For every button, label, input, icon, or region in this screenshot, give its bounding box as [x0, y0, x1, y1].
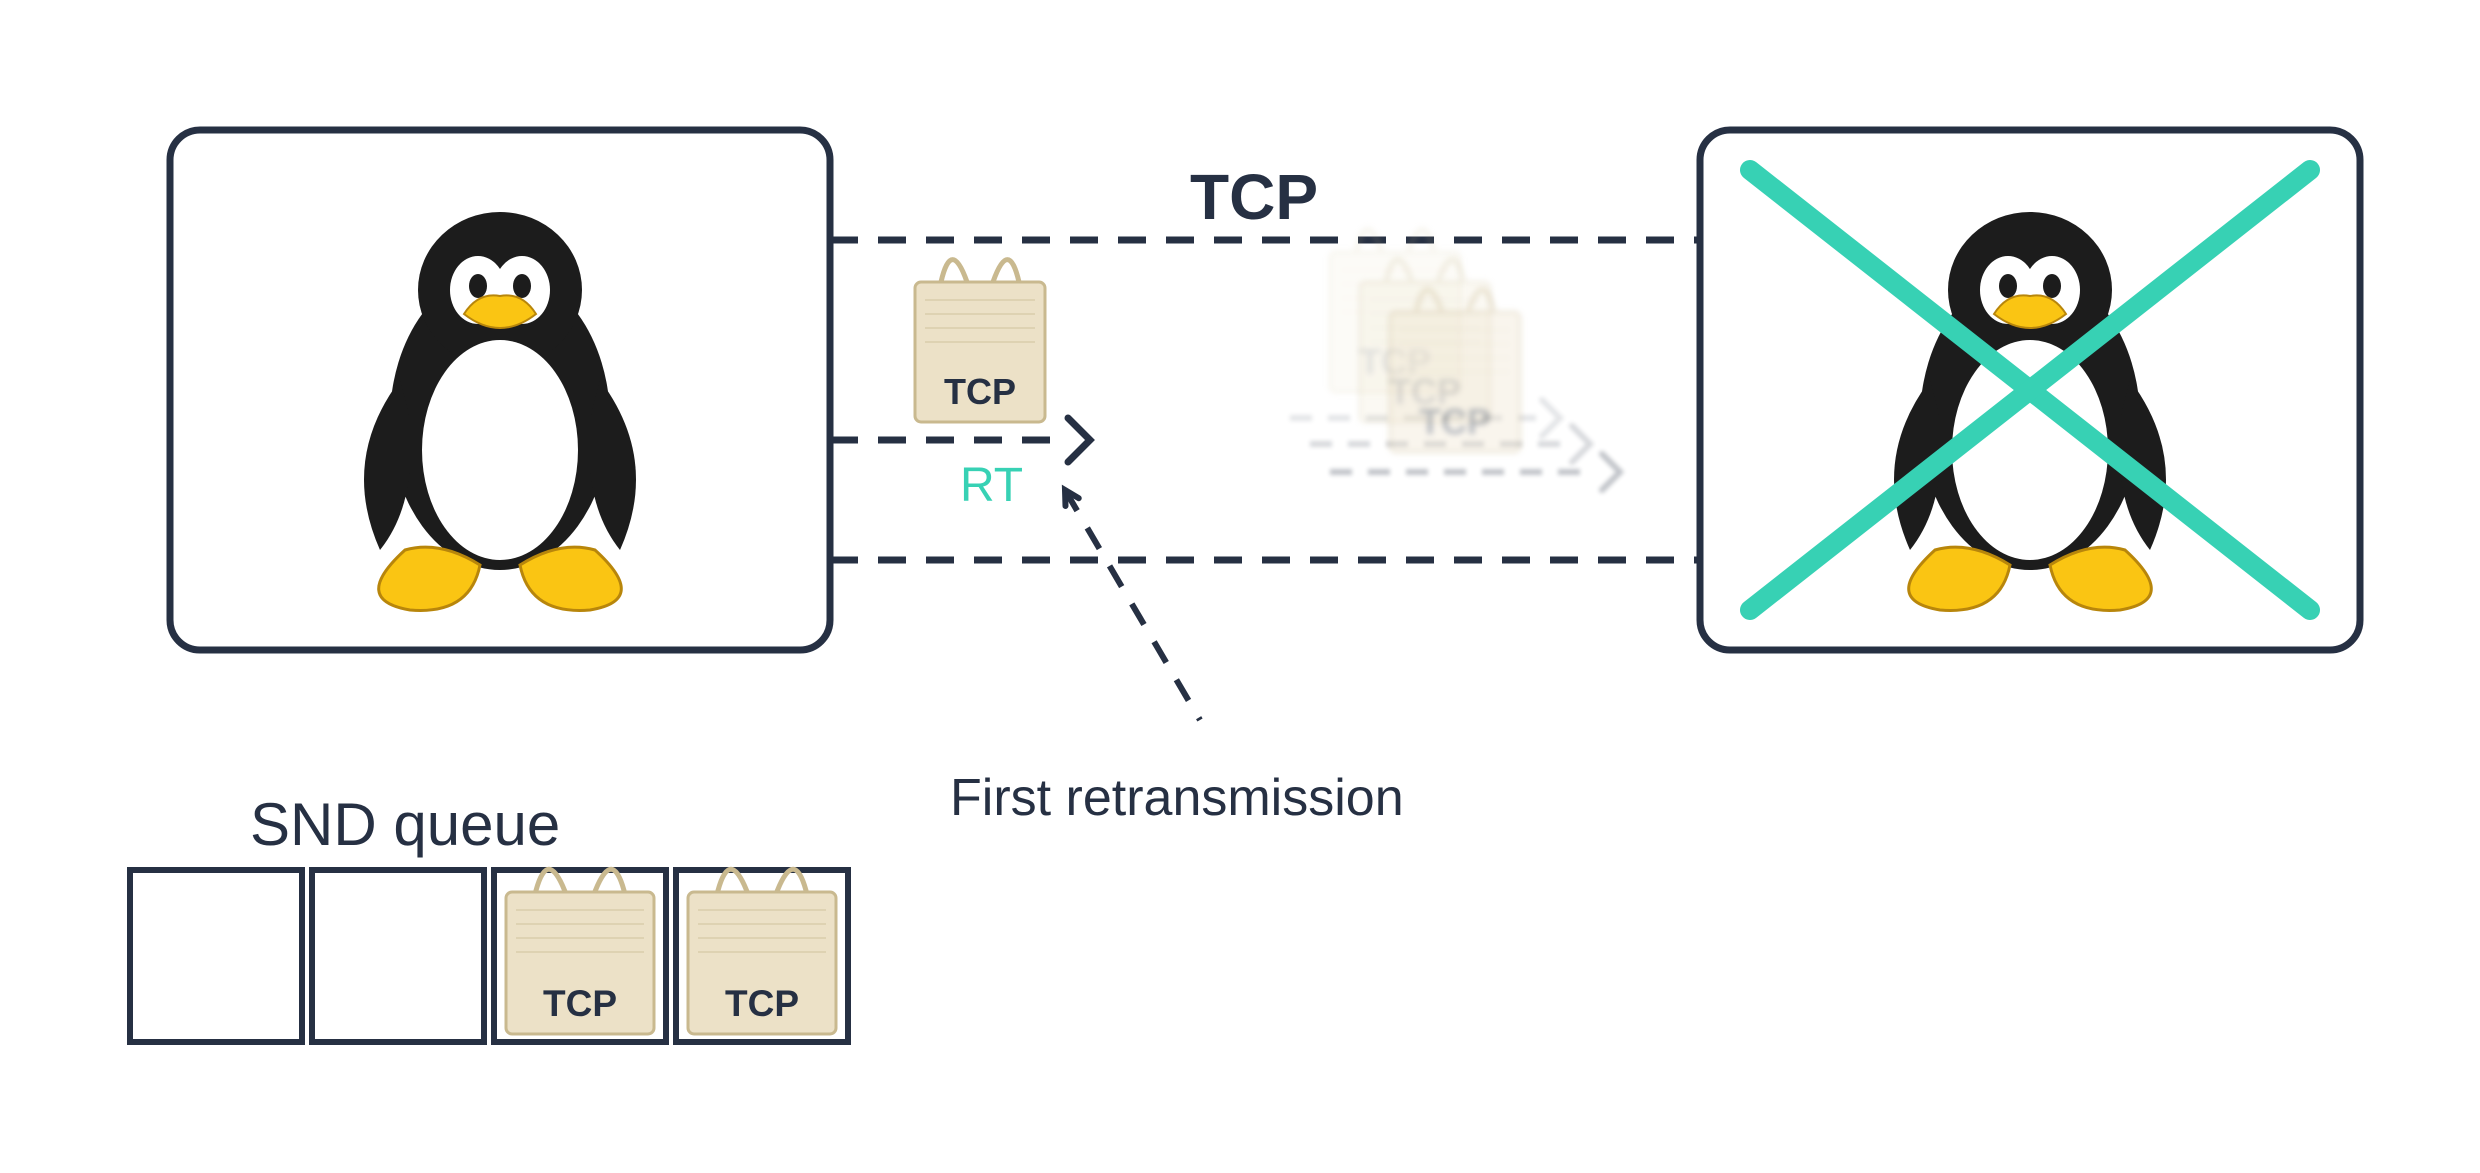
tux-right [1894, 212, 2166, 610]
snd-queue-cell [312, 870, 484, 1042]
snd-queue-cell [130, 870, 302, 1042]
lost-packet-bag: TCP [1390, 290, 1520, 452]
callout-line [1065, 490, 1200, 720]
label-rt: RT [960, 458, 1023, 513]
svg-text:TCP: TCP [944, 371, 1016, 412]
packet-bag: TCP [915, 260, 1045, 422]
svg-text:TCP: TCP [1419, 401, 1491, 442]
snd-queue-packet: TCP [506, 869, 654, 1034]
snd-queue-packet: TCP [688, 869, 836, 1034]
retransmit-arrow-head [1068, 418, 1090, 462]
svg-text:TCP: TCP [543, 983, 617, 1024]
tux-left [364, 212, 636, 610]
label-tcp: TCP [1190, 160, 1318, 234]
label-snd: SND queue [250, 790, 560, 859]
svg-text:TCP: TCP [725, 983, 799, 1024]
label-first: First retransmission [950, 768, 1404, 828]
